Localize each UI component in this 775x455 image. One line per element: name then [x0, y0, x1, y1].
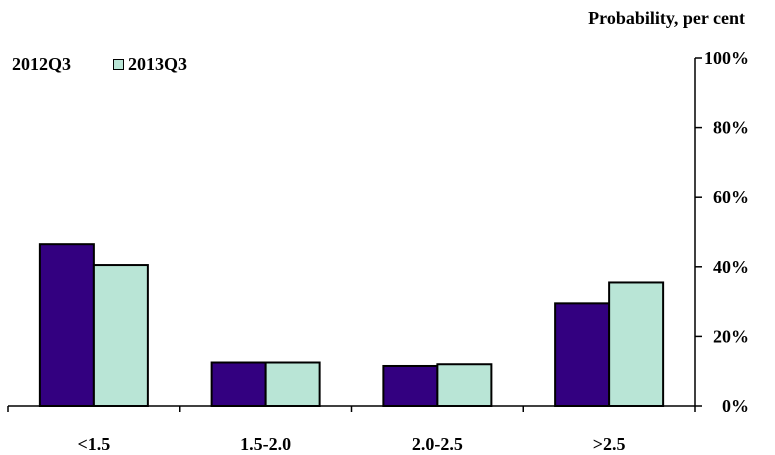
bar-2012q3-0: [38, 243, 95, 407]
bar-2012q3-1: [210, 361, 267, 407]
x-tick-label-2: 2.0-2.5: [412, 434, 463, 454]
x-tick-label-0: <1.5: [77, 434, 110, 454]
legend-item-2012q3: 2012Q3: [12, 54, 71, 75]
legend-label-2013q3: 2013Q3: [128, 54, 188, 74]
legend-swatch-2013q3: [113, 59, 125, 70]
bar-2012q3-3: [554, 302, 611, 407]
bar-2013q3-3: [608, 281, 665, 407]
x-tick-label-1: 1.5-2.0: [240, 434, 291, 454]
legend: 2012Q3 2013Q3: [12, 54, 229, 75]
bar-2013q3-1: [264, 361, 321, 407]
y-tick-label-0: 0%: [722, 396, 749, 416]
y-tick-label-5: 100%: [704, 48, 749, 68]
legend-item-2013q3: 2013Q3: [113, 54, 187, 75]
y-axis-label: Probability, per cent: [588, 8, 745, 28]
legend-label-2012q3: 2012Q3: [12, 54, 72, 74]
bar-2013q3-2: [436, 363, 493, 407]
x-tick-label-3: >2.5: [593, 434, 626, 454]
y-tick-label-4: 80%: [713, 118, 749, 138]
y-tick-label-2: 40%: [713, 257, 749, 277]
bar-2012q3-2: [382, 364, 439, 408]
y-tick-label-1: 20%: [713, 326, 749, 346]
y-tick-label-3: 60%: [713, 187, 749, 207]
bar-2013q3-0: [92, 264, 149, 407]
